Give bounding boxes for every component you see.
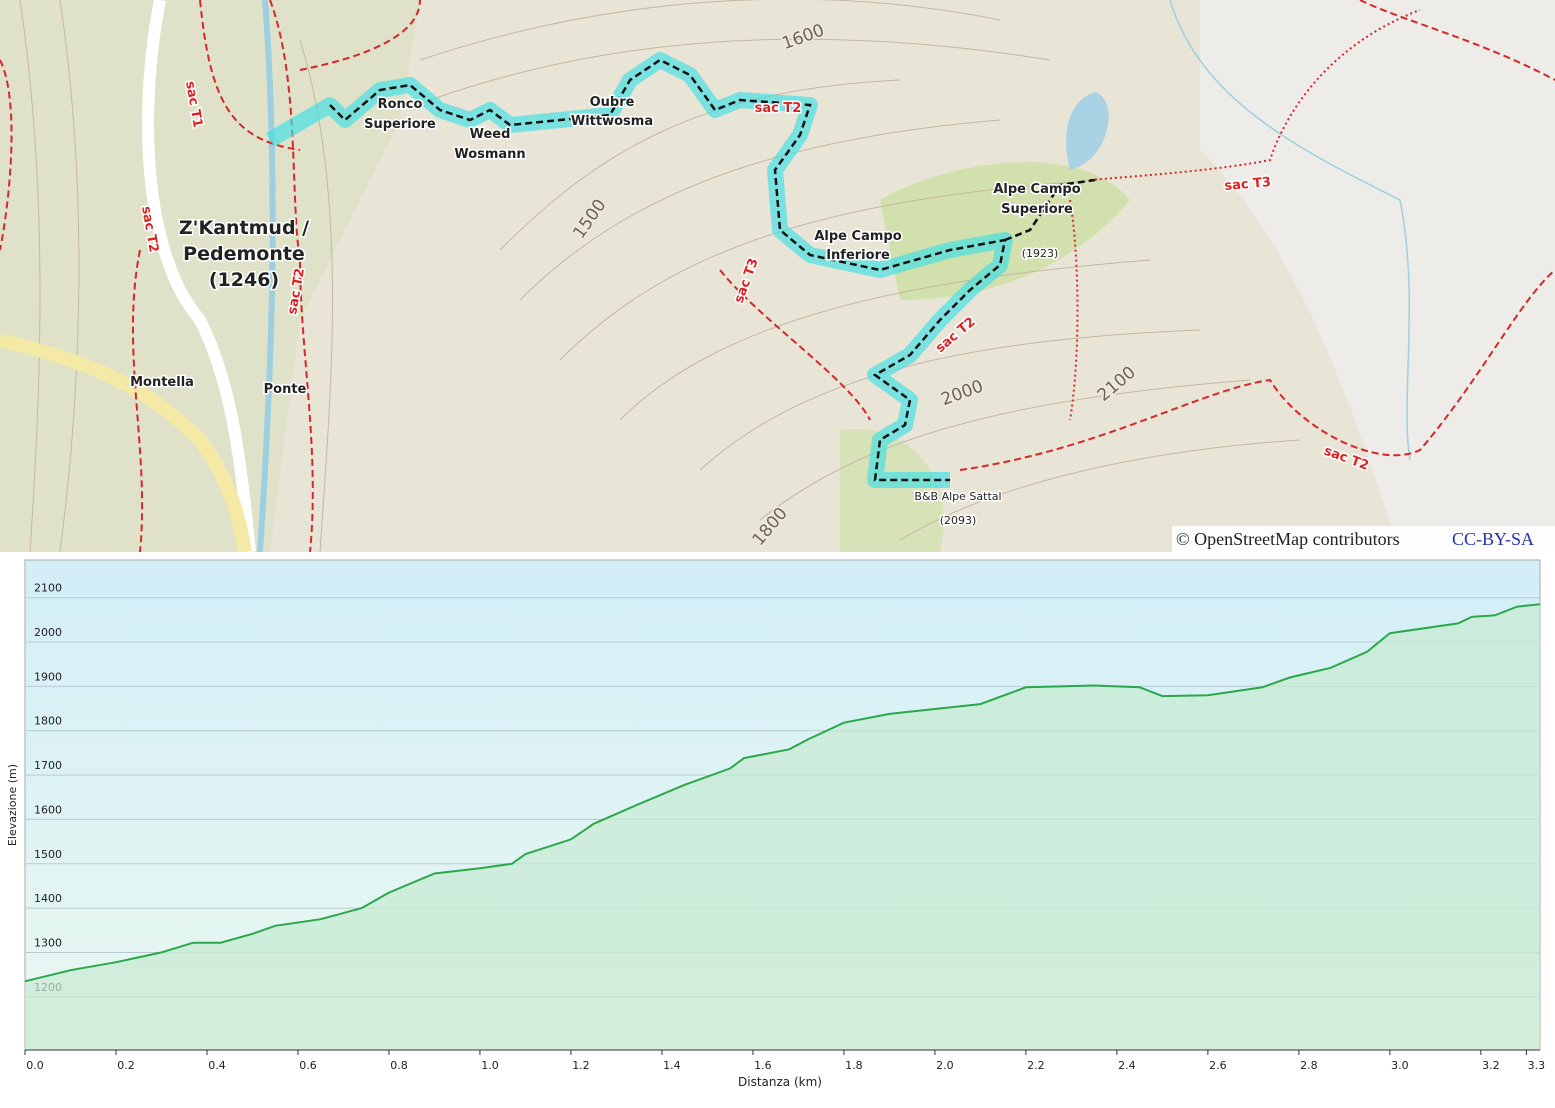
x-tick-label: 1.2 <box>572 1059 590 1072</box>
stream <box>1169 0 1411 461</box>
place-label: Wittwosma <box>571 114 653 129</box>
y-tick-label: 1700 <box>34 759 62 772</box>
y-tick-label: 2000 <box>34 626 62 639</box>
route <box>329 58 1096 482</box>
y-tick-label: 1300 <box>34 936 62 949</box>
attribution: © OpenStreetMap contributors <box>1176 529 1400 549</box>
place-label: Alpe Campo <box>814 229 901 244</box>
attribution-box <box>1172 526 1555 552</box>
trail-label: sac T2 <box>755 101 802 116</box>
contours <box>19 0 1301 552</box>
y-tick-label: 1500 <box>34 848 62 861</box>
map-area <box>1200 0 1555 552</box>
x-axis-label: Distanza (km) <box>738 1075 822 1089</box>
trail-label: sac T3 <box>1224 175 1272 194</box>
x-tick-label: 3.0 <box>1391 1059 1409 1072</box>
x-tick-label: 2.0 <box>936 1059 954 1072</box>
place-elevation: (2093) <box>940 514 977 527</box>
x-tick-label: 0.4 <box>208 1059 226 1072</box>
road <box>0 333 252 552</box>
x-tick-label: 0.8 <box>390 1059 408 1072</box>
y-tick-label: 1600 <box>34 803 62 816</box>
elevation-line <box>24 603 1541 983</box>
trails <box>0 0 1555 552</box>
y-tick-label: 2100 <box>34 582 62 595</box>
x-tick-label: 2.6 <box>1209 1059 1227 1072</box>
license-link[interactable]: CC-BY-SA <box>1452 529 1534 549</box>
map: Z'Kantmud / Pedemonte (1246) Ronco Super… <box>0 0 1555 552</box>
place-label: Weed <box>470 127 511 142</box>
elevation-chart: Elevazione (m) Distanza (km) 12001300140… <box>6 559 1546 1089</box>
place-label: Montella <box>130 375 194 390</box>
place-label: Wosmann <box>454 147 525 162</box>
place-label: Oubre <box>590 95 635 110</box>
village-label: Pedemonte <box>183 243 305 265</box>
x-tick-label: 0.2 <box>117 1059 135 1072</box>
place-label: Ponte <box>264 382 307 397</box>
place-elevation: (1923) <box>1022 247 1059 260</box>
place-label: Ronco <box>378 97 423 112</box>
place-label: Alpe Campo <box>993 182 1080 197</box>
x-tick-label: 2.4 <box>1118 1059 1136 1072</box>
area-fill <box>25 604 1540 1050</box>
x-tick-label: 1.4 <box>663 1059 681 1072</box>
river <box>257 0 276 552</box>
place-label: B&B Alpe Sattal <box>914 490 1001 503</box>
y-tick-label: 1900 <box>34 670 62 683</box>
x-tick-label: 2.2 <box>1027 1059 1045 1072</box>
x-tick-label: 1.0 <box>481 1059 499 1072</box>
x-tick-label: 0.6 <box>299 1059 317 1072</box>
place-label: Inferiore <box>826 248 890 263</box>
map-area <box>0 0 420 552</box>
village-elevation: (1246) <box>209 269 279 291</box>
y-tick-label: 1400 <box>34 892 62 905</box>
y-axis-label: Elevazione (m) <box>6 764 19 846</box>
meadow <box>840 428 944 552</box>
place-label: Superiore <box>364 117 436 132</box>
x-tick-label: 3.3 <box>1528 1059 1546 1072</box>
y-tick-label: 1800 <box>34 715 62 728</box>
x-tick-label: 3.2 <box>1482 1059 1500 1072</box>
road <box>142 0 256 552</box>
lake <box>1066 92 1109 170</box>
x-tick-label: 1.8 <box>845 1059 863 1072</box>
x-tick-label: 1.6 <box>754 1059 772 1072</box>
village-label: Z'Kantmud / <box>179 217 309 239</box>
trails-dotted <box>1069 9 1421 421</box>
x-tick-label: 0.0 <box>26 1059 44 1072</box>
x-tick-label: 2.8 <box>1300 1059 1318 1072</box>
place-label: Superiore <box>1001 202 1073 217</box>
